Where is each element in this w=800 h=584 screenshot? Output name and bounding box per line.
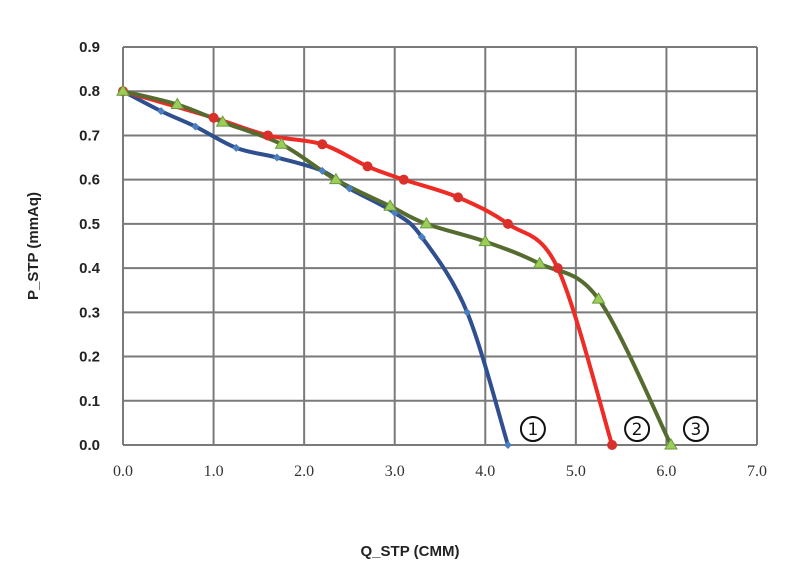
data-point xyxy=(116,84,130,96)
y-tick-label: 0.4 xyxy=(79,260,101,277)
x-axis-label: Q_STP (CMM) xyxy=(361,543,460,560)
data-point xyxy=(345,184,354,193)
data-point xyxy=(453,192,464,203)
callout-circle xyxy=(519,416,546,442)
data-point xyxy=(208,112,219,123)
x-tick-label: 2.0 xyxy=(294,463,314,480)
data-point xyxy=(317,139,328,150)
data-point xyxy=(170,97,185,109)
data-point xyxy=(503,441,512,449)
data-point xyxy=(591,292,606,304)
y-tick-label: 0.8 xyxy=(79,83,100,100)
series-callouts: 1 2 3 xyxy=(519,416,709,442)
tick-labels: 0.0 1.0 2.0 3.0 4.0 5.0 6.0 7.0 0.0 0.1 0.2 0.3 0.4 0… xyxy=(79,39,767,480)
y-tick-label: 0.1 xyxy=(79,393,100,410)
data-point xyxy=(664,438,678,450)
y-tick-label: 0.9 xyxy=(79,39,100,56)
callout-label: 1 xyxy=(528,420,539,440)
data-point xyxy=(502,218,513,229)
callout-circle xyxy=(682,416,709,442)
data-point xyxy=(262,130,273,141)
series-callout-3: 3 xyxy=(682,416,709,442)
data-point xyxy=(328,172,343,185)
x-tick-label: 5.0 xyxy=(566,463,586,480)
y-tick-label: 0.5 xyxy=(79,216,100,233)
callout-label: 3 xyxy=(691,420,702,440)
data-point xyxy=(362,161,373,172)
data-point xyxy=(272,153,281,162)
data-point xyxy=(274,137,289,149)
data-point xyxy=(607,440,618,450)
grid xyxy=(122,46,758,446)
y-tick-label: 0.7 xyxy=(79,127,100,144)
data-point xyxy=(390,208,399,217)
data-point xyxy=(417,233,426,242)
series-callout-2: 2 xyxy=(624,416,651,442)
x-tick-label: 6.0 xyxy=(656,463,676,480)
y-tick-label: 0.0 xyxy=(79,437,100,454)
series-callout-1: 1 xyxy=(519,416,546,442)
data-point xyxy=(478,234,493,247)
callout-circle xyxy=(624,416,651,442)
series-markers xyxy=(116,84,678,450)
x-tick-label: 4.0 xyxy=(475,463,495,480)
y-axis-label: P_STP (mmAq) xyxy=(25,192,42,300)
data-point xyxy=(419,216,434,229)
data-point xyxy=(398,174,409,185)
x-tick-label: 3.0 xyxy=(385,463,405,480)
x-tick-label: 7.0 xyxy=(747,463,767,480)
y-tick-label: 0.3 xyxy=(79,304,100,321)
y-tick-label: 0.6 xyxy=(79,172,100,189)
data-point xyxy=(215,115,230,127)
data-point xyxy=(157,107,166,116)
data-point xyxy=(552,263,563,274)
data-point xyxy=(232,143,241,152)
data-point xyxy=(383,199,398,211)
y-tick-label: 0.2 xyxy=(79,349,100,366)
data-point xyxy=(318,166,327,175)
data-point xyxy=(463,308,472,317)
callout-label: 2 xyxy=(632,420,643,440)
x-tick-label: 1.0 xyxy=(204,463,224,480)
data-point xyxy=(532,256,547,269)
data-point xyxy=(191,122,200,131)
x-tick-label: 0.0 xyxy=(113,463,133,480)
